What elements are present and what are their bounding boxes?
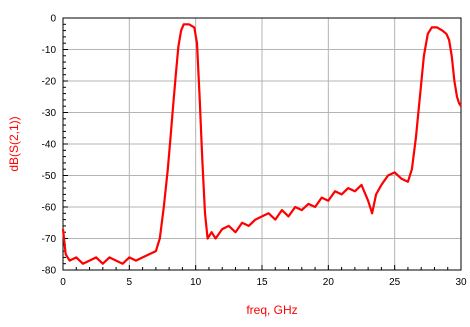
y-tick-label: -40 (42, 140, 57, 151)
y-tick-label: -10 (42, 45, 57, 56)
x-tick-label: 15 (256, 277, 268, 288)
y-tick-label: -20 (42, 77, 57, 88)
y-tick-label: 0 (50, 14, 56, 25)
series-line (61, 23, 462, 265)
x-tick-label: 10 (190, 277, 202, 288)
y-tick-label: -30 (42, 108, 57, 119)
y-tick-label: -70 (42, 234, 57, 245)
x-tick-label: 25 (389, 277, 401, 288)
y-tick-label: -60 (42, 203, 57, 214)
x-axis-label: freq, GHz (246, 303, 297, 317)
ticks (62, 17, 462, 271)
grid (63, 18, 461, 270)
x-tick-label: 20 (323, 277, 335, 288)
x-tick-label: 0 (60, 277, 66, 288)
y-tick-label: -50 (42, 171, 57, 182)
y-tick-label: -80 (42, 266, 57, 277)
x-tick-label: 30 (455, 277, 467, 288)
y-axis-label: dB(S(2,1)) (7, 116, 21, 171)
x-tick-label: 5 (127, 277, 133, 288)
tick-labels: 0 5 10 15 20 25 30 0 -10 -20 -30 -40 -50 -60 -70 -80 (42, 14, 467, 289)
